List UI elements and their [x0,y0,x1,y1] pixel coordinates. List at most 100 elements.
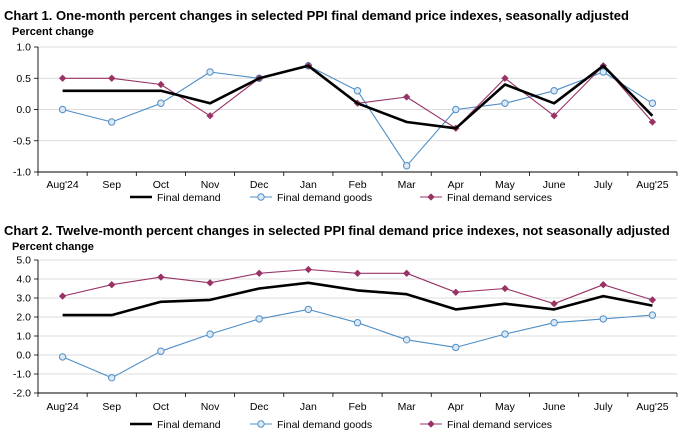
legend-item-final-demand-services: Final demand services [420,192,552,204]
x-tick-label: Aug'24 [46,401,79,413]
legend-label: Final demand services [447,419,552,431]
data-point [206,111,214,120]
data-point [206,279,214,287]
legend-item-final-demand-goods: Final demand goods [250,419,372,431]
data-point [108,374,116,382]
y-tick-label: 2.0 [16,312,31,324]
data-point [599,315,607,323]
x-tick-label: June [543,179,566,191]
data-point [157,99,165,107]
data-point [550,319,558,327]
x-tick-label: Oct [153,179,169,191]
x-tick-label: July [594,179,613,191]
data-point [402,93,411,101]
y-axis-label: Percent change [12,26,94,38]
legend-item-final-demand-services: Final demand services [420,419,552,431]
x-tick-label: Apr [448,401,465,413]
series-final-demand [62,64,654,130]
y-tick-label: 1.0 [16,42,31,54]
data-point [550,87,558,95]
data-point [108,118,116,126]
x-tick-label: Jan [300,179,317,191]
x-tick-label: Mar [398,401,417,413]
data-point [501,330,509,338]
legend-marker [257,420,265,428]
data-point [157,80,165,89]
legend-marker [427,193,435,201]
data-point [501,74,509,83]
data-point [353,87,362,95]
x-tick-label: Aug'25 [636,179,669,191]
data-point [58,353,67,361]
data-point [402,162,411,170]
y-tick-label: -1.0 [13,369,31,381]
x-tick-label: Oct [153,401,169,413]
series-line [62,281,653,317]
data-point [157,347,165,355]
chart-one-month: Chart 1. One-month percent changes in se… [4,8,678,204]
data-point [550,299,558,308]
legend-item-final-demand: Final demand [130,192,221,204]
legend-marker [257,193,265,201]
legend-label: Final demand goods [277,419,372,431]
data-point [206,330,214,338]
series-line [62,64,654,130]
legend-item-final-demand: Final demand [130,419,221,431]
data-point [255,269,263,278]
x-tick-label: Sep [102,179,121,191]
data-point [402,336,411,344]
series-final-demand [62,281,653,317]
legend-label: Final demand goods [277,192,372,204]
y-tick-label: 1.0 [16,331,31,343]
x-tick-label: Sep [102,401,121,413]
y-tick-label: 4.0 [16,274,31,286]
x-tick-label: July [594,401,613,413]
data-point [353,319,362,327]
data-point [157,273,165,281]
series-final-demand-goods [58,62,657,170]
data-point [452,105,460,114]
x-tick-label: Apr [448,179,465,191]
legend-marker [427,420,435,428]
data-point [648,99,657,107]
series-line [62,65,653,167]
legend-label: Final demand [157,419,221,431]
data-point [58,105,67,114]
y-tick-label: -2.0 [13,388,31,400]
legend: Final demand Final demand goods Final dema… [130,419,552,431]
y-tick-label: -1.0 [13,167,31,179]
data-point [206,68,214,76]
x-tick-label: May [495,179,516,191]
data-point [58,74,67,83]
y-tick-label: 0.0 [16,350,31,362]
data-point [304,305,313,314]
x-tick-label: Jan [300,401,317,413]
legend-label: Final demand services [447,192,552,204]
series-final-demand-goods [58,305,657,382]
x-tick-label: Mar [398,179,417,191]
data-point [452,343,460,352]
data-point [599,280,608,289]
data-point [501,99,509,107]
series-final-demand-services [58,61,657,133]
data-point [107,74,116,83]
data-point [550,111,558,120]
y-tick-label: 5.0 [16,255,31,267]
data-point [107,280,116,289]
y-tick-label: -0.5 [13,135,31,147]
x-tick-label: Dec [250,401,269,413]
x-tick-label: Dec [250,179,269,191]
legend: Final demand Final demand goods Final dema… [130,192,552,204]
data-point [353,269,362,278]
data-point [648,296,657,304]
x-tick-label: Nov [201,179,220,191]
x-tick-label: Feb [348,179,366,191]
x-tick-label: Aug'25 [636,401,669,413]
x-tick-label: June [543,401,566,413]
legend-label: Final demand [157,192,221,204]
x-tick-label: Feb [348,401,366,413]
data-point [58,292,67,300]
y-axis-label: Percent change [12,241,94,253]
legend-item-final-demand-goods: Final demand goods [250,192,372,204]
